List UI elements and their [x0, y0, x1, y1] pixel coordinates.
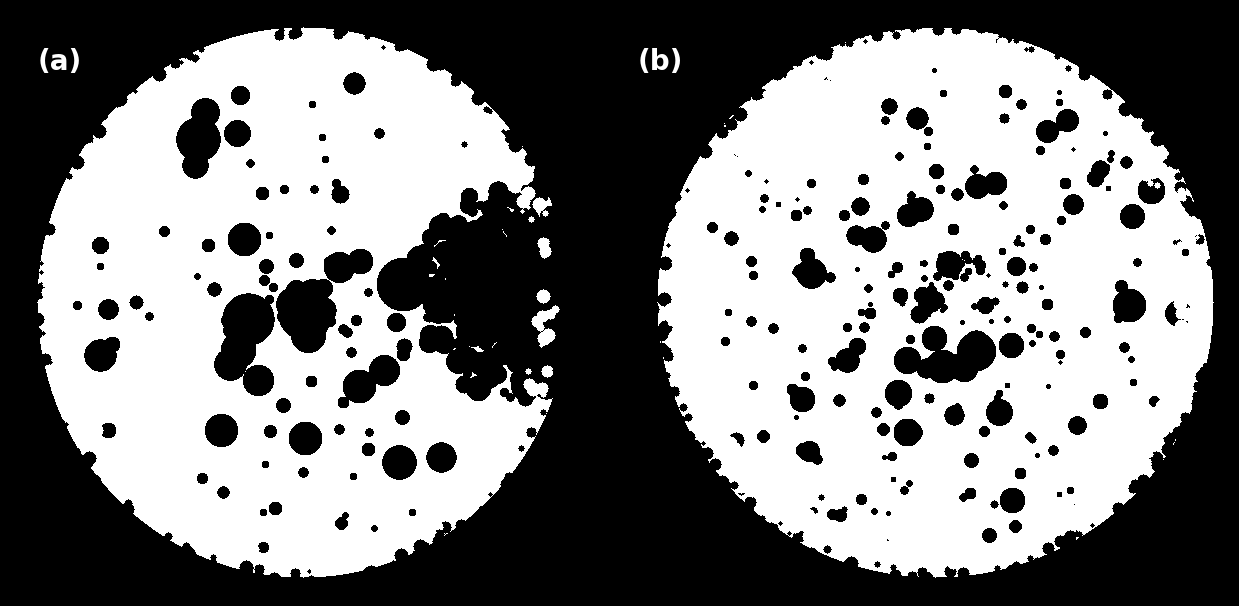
Text: (b): (b) [638, 48, 684, 76]
Text: (a): (a) [37, 48, 82, 76]
